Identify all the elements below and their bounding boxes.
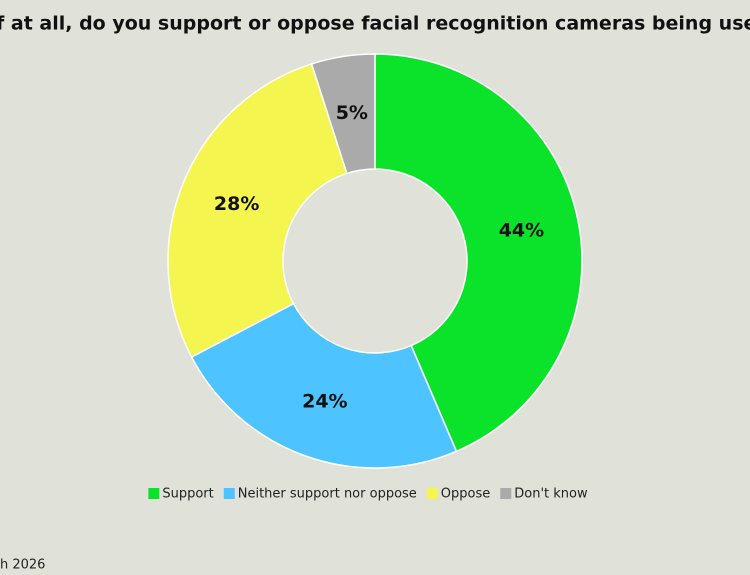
legend-swatch	[148, 488, 160, 499]
chart-title: f at all, do you support or oppose facia…	[0, 13, 750, 35]
legend-label: Neither support nor oppose	[238, 487, 417, 502]
donut-slice	[310, 53, 376, 175]
legend-label: Don't know	[514, 487, 588, 502]
value-label: 28%	[214, 193, 259, 215]
donut-slice	[190, 302, 458, 469]
legend-swatch	[426, 488, 438, 499]
value-label: 24%	[302, 390, 347, 412]
legend-swatch	[223, 488, 235, 499]
donut-slice	[374, 53, 583, 453]
legend-label: Support	[162, 487, 213, 502]
legend-swatch	[500, 488, 512, 499]
footnote: h 2026	[0, 558, 45, 573]
legend-label: Oppose	[441, 487, 490, 502]
value-label: 44%	[499, 219, 544, 241]
value-label: 5%	[336, 102, 368, 124]
donut-slice	[167, 62, 348, 358]
